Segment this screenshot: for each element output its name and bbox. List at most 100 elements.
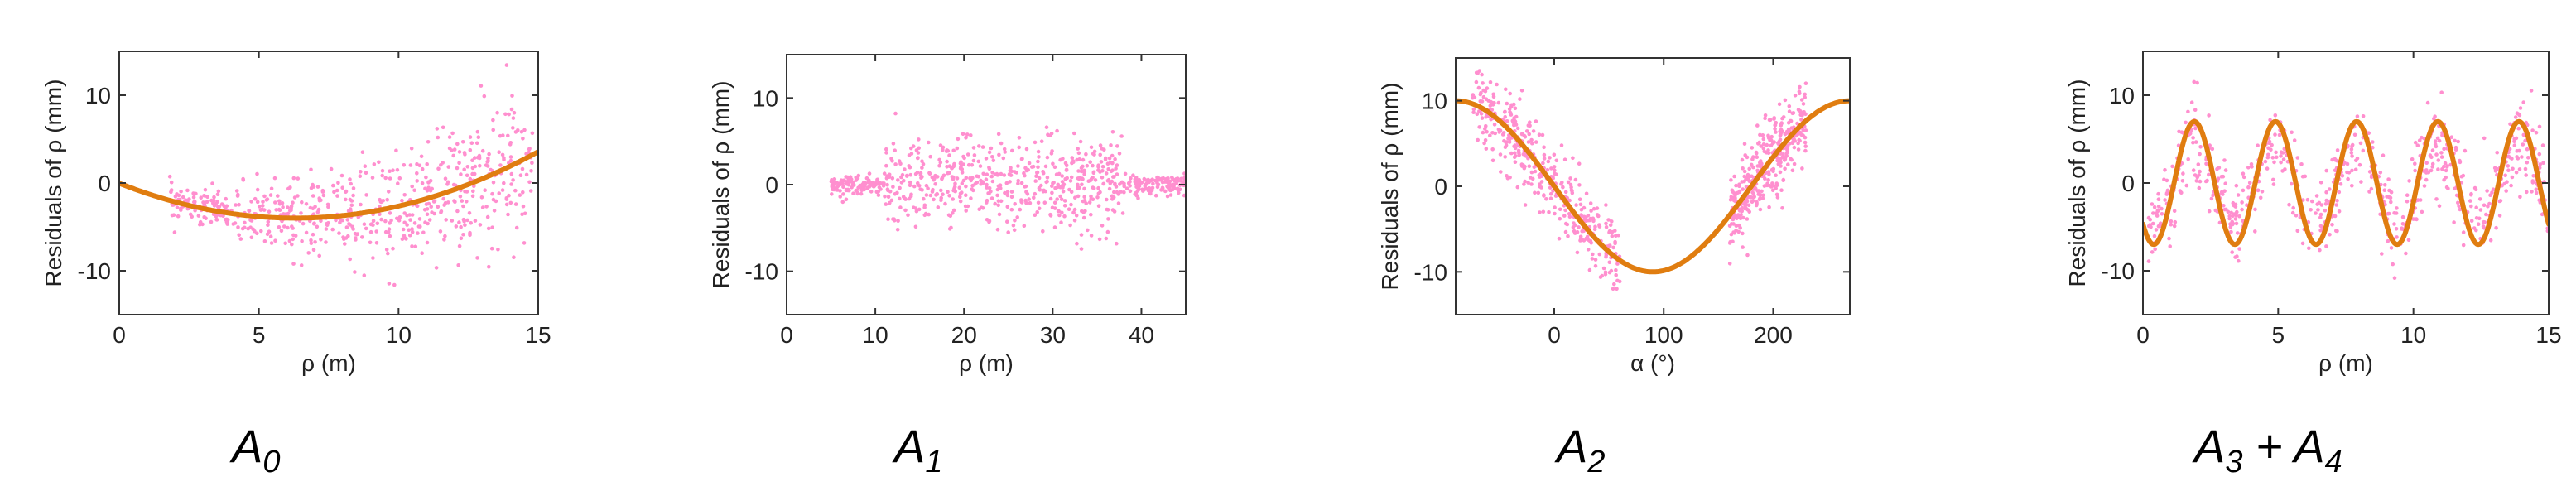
scatter-point xyxy=(1163,189,1168,194)
scatter-point xyxy=(1036,200,1041,205)
scatter-point xyxy=(1561,185,1565,190)
scatter-point xyxy=(344,197,348,202)
scatter-point xyxy=(1483,138,1488,142)
scatter-point xyxy=(964,176,969,181)
scatter-point xyxy=(1017,145,1021,150)
scatter-point xyxy=(2335,158,2339,163)
scatter-point xyxy=(268,193,273,197)
scatter-point xyxy=(1604,221,1608,226)
scatter-point xyxy=(1793,94,1798,98)
scatter-point xyxy=(203,187,208,192)
scatter-point xyxy=(990,179,995,184)
scatter-point xyxy=(1019,198,1023,202)
scatter-point xyxy=(489,167,493,172)
scatter-point xyxy=(1775,195,1780,200)
axes-frame xyxy=(1455,57,1851,315)
scatter-point xyxy=(2146,215,2151,220)
scatter-point xyxy=(2164,178,2169,183)
scatter-point xyxy=(2516,157,2521,161)
scatter-point xyxy=(909,146,913,151)
scatter-point xyxy=(935,175,940,179)
scatter-point xyxy=(2207,172,2211,177)
scatter-point xyxy=(205,195,209,200)
scatter-point xyxy=(1498,152,1503,157)
scatter-point xyxy=(1485,129,1489,134)
scatter-point xyxy=(1574,203,1578,207)
scatter-point xyxy=(317,253,322,258)
scatter-point xyxy=(479,84,484,88)
x-tick-label: 5 xyxy=(253,322,266,348)
scatter-point xyxy=(2234,221,2239,226)
scatter-point xyxy=(1155,185,1160,190)
scatter-point xyxy=(1479,112,1484,116)
scatter-point xyxy=(2164,190,2169,195)
plot-area xyxy=(1456,69,1850,291)
scatter-point xyxy=(2430,165,2434,169)
scatter-point xyxy=(1143,178,1148,182)
scatter-point xyxy=(1507,137,1512,142)
scatter-point xyxy=(2386,177,2391,181)
scatter-point xyxy=(2192,79,2196,84)
scatter-point xyxy=(1475,112,1480,117)
scatter-point xyxy=(1580,229,1584,234)
scatter-point xyxy=(952,185,957,189)
scatter-point xyxy=(1755,168,1760,173)
scatter-point xyxy=(964,184,968,189)
scatter-point xyxy=(2219,190,2224,195)
scatter-point xyxy=(1604,203,1608,207)
scatter-point xyxy=(516,128,520,132)
scatter-point xyxy=(1505,174,1509,178)
scatter-point xyxy=(2350,154,2354,158)
scatter-point xyxy=(1167,183,1172,187)
scatter-point xyxy=(497,191,501,195)
scatter-point xyxy=(1537,132,1542,137)
scatter-point xyxy=(171,203,175,207)
scatter-point xyxy=(885,174,889,178)
scatter-point xyxy=(1081,157,1086,162)
scatter-point xyxy=(951,148,956,153)
scatter-point xyxy=(301,221,306,226)
scatter-point xyxy=(1777,102,1782,107)
scatter-point xyxy=(995,227,1000,232)
scatter-point xyxy=(893,111,898,116)
scatter-point xyxy=(2506,168,2511,172)
scatter-point xyxy=(511,126,515,130)
scatter-point xyxy=(2150,202,2155,206)
scatter-point xyxy=(1112,175,1116,179)
scatter-point xyxy=(171,213,176,218)
scatter-point xyxy=(1540,132,1545,137)
scatter-point xyxy=(311,212,316,217)
scatter-point xyxy=(1781,115,1786,119)
scatter-point xyxy=(1106,167,1110,171)
scatter-point xyxy=(470,171,474,176)
scatter-point xyxy=(460,199,465,203)
scatter-point xyxy=(504,196,509,200)
scatter-point xyxy=(1609,268,1614,273)
scatter-point xyxy=(1098,152,1102,157)
scatter-point xyxy=(1084,152,1088,157)
scatter-point xyxy=(949,225,953,230)
scatter-point xyxy=(1741,245,1745,249)
scatter-point xyxy=(1754,150,1759,155)
scatter-point xyxy=(1142,187,1146,192)
scatter-point xyxy=(1009,190,1014,194)
scatter-point xyxy=(268,234,273,239)
scatter-point xyxy=(1586,248,1591,252)
scatter-point xyxy=(522,211,527,216)
scatter-point xyxy=(1105,197,1109,202)
scatter-point xyxy=(2442,147,2446,152)
scatter-point xyxy=(886,217,890,222)
scatter-point xyxy=(2162,177,2166,181)
scatter-point xyxy=(2334,229,2338,234)
scatter-point xyxy=(2477,197,2482,201)
scatter-point xyxy=(2270,142,2274,147)
scatter-point xyxy=(838,195,842,199)
scatter-point xyxy=(1577,225,1581,229)
scatter-point xyxy=(1533,169,1538,174)
scatter-point xyxy=(374,229,379,234)
scatter-point xyxy=(2461,243,2466,248)
scatter-point xyxy=(953,181,957,185)
scatter-point xyxy=(1553,205,1557,209)
scatter-point xyxy=(877,185,882,190)
scatter-point xyxy=(455,209,460,214)
